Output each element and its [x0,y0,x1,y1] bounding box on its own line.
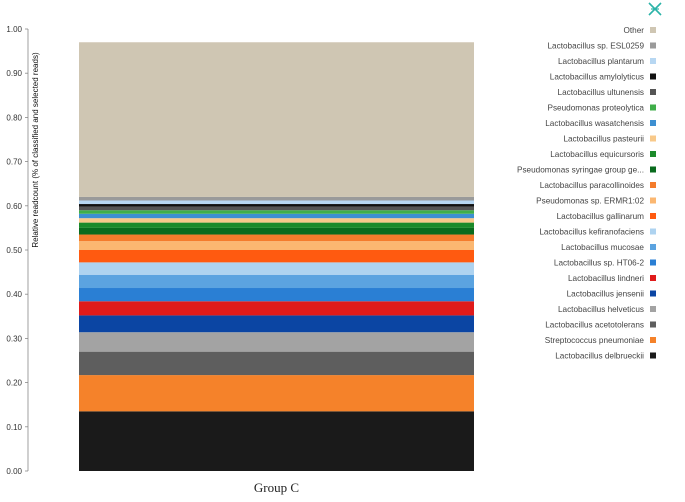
y-tick-label: 0.40 [6,290,22,299]
legend-swatch [650,321,656,328]
legend-label: Lactobacillus amylolyticus [550,73,644,82]
legend-swatch [650,197,656,204]
bar-segment [79,315,474,333]
legend-label: Lactobacillus jensenii [567,290,645,299]
legend-swatch [650,352,656,359]
y-tick-label: 0.50 [6,246,22,255]
legend-swatch [650,89,656,95]
legend-label: Streptococcus pneumoniae [545,336,645,345]
y-axis: 0.00 0.10 0.20 0.30 0.40 0.50 0.60 0.70 0.80 0.90… [6,25,29,476]
y-tick-label: 0.80 [6,113,22,122]
y-tick-label: 0.30 [6,334,22,343]
legend-swatch [650,244,656,250]
legend-swatch [650,259,656,266]
legend-swatch [650,306,656,312]
bar-segment [79,227,474,235]
legend-swatch [650,135,656,142]
y-axis-title: Relative readcount (% of classified and … [31,52,40,248]
bar-segment [79,250,474,263]
legend-label: Lactobacillus sp. ESL0259 [548,42,645,51]
bar-segment [79,222,474,228]
legend-swatch [650,120,656,126]
legend-label: Lactobacillus wasatchensis [545,119,644,128]
legend-label: Lactobacillus plantarum [558,57,644,66]
y-tick-label: 0.10 [6,423,22,432]
bar-segment [79,234,474,242]
y-tick-label: 1.00 [6,25,22,34]
bar-segment [79,42,474,197]
bar-segment [79,241,474,250]
legend-swatch [650,275,656,281]
bar-segment [79,411,474,471]
bar-segment [79,196,474,201]
y-tick-label: 0.70 [6,158,22,167]
legend-label: Lactobacillus lindneri [568,274,644,283]
bar-segment [79,301,474,316]
legend: Other Lactobacillus sp. ESL0259 Lactobacil… [517,26,656,361]
legend-label: Pseudomonas proteolytica [548,104,645,113]
legend-label: Pseudomonas sp. ERMR1:02 [536,197,644,206]
x-category-label: Group C [254,480,299,495]
legend-swatch [650,58,656,64]
legend-swatch [650,73,656,80]
legend-label: Lactobacillus helveticus [558,305,644,314]
bar-segment [79,204,474,207]
legend-swatch [650,290,656,297]
bar-segment [79,274,474,289]
bar-segment [79,213,474,219]
legend-label: Lactobacillus kefiranofaciens [539,228,644,237]
legend-swatch [650,228,656,235]
y-tick-label: 0.60 [6,202,22,211]
legend-label: Lactobacillus ultunensis [558,88,644,97]
bar-segment [79,200,474,205]
brand-logo-icon [648,2,662,16]
legend-label: Lactobacillus sp. HT06-2 [554,259,645,268]
legend-swatch [650,27,656,33]
stacked-bar [79,42,474,471]
legend-label: Lactobacillus mucosae [561,243,644,252]
bar-segment [79,262,474,275]
bar-segment [79,351,474,376]
legend-swatch [650,104,656,111]
legend-swatch [650,42,656,49]
y-tick-label: 0.90 [6,69,22,78]
legend-label: Lactobacillus pasteurii [563,135,644,144]
legend-label: Pseudomonas syringae group ge... [517,166,644,175]
bar-segment [79,332,474,352]
legend-label: Lactobacillus paracollinoides [540,181,644,190]
legend-label: Lactobacillus gallinarum [557,212,645,221]
legend-label: Lactobacillus equicursoris [550,150,644,159]
bar-segment [79,375,474,412]
legend-label: Lactobacillus delbrueckii [555,352,644,361]
legend-swatch [650,213,656,219]
bar-segment [79,288,474,302]
y-tick-label: 0.00 [6,467,22,476]
legend-label: Other [624,26,645,35]
bar-segment [79,206,474,211]
y-tick-label: 0.20 [6,379,22,388]
legend-swatch [650,337,656,343]
legend-label: Lactobacillus acetotolerans [545,321,644,330]
bar-segment [79,210,474,214]
legend-swatch [650,166,656,173]
legend-swatch [650,182,656,188]
legend-swatch [650,151,656,157]
bar-segment [79,218,474,223]
